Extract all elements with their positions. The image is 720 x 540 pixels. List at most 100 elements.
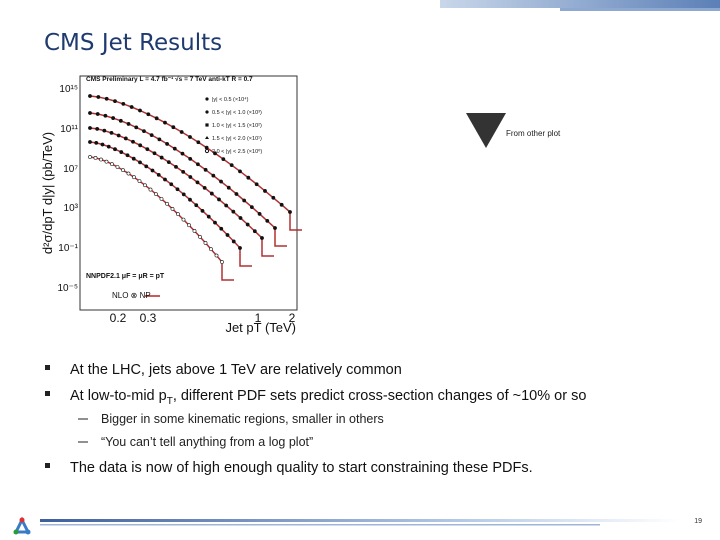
data-point — [159, 196, 164, 201]
data-point — [121, 168, 125, 173]
x-tick-label: 0.3 — [140, 311, 157, 325]
data-point — [106, 144, 111, 149]
data-point — [118, 118, 123, 123]
data-point — [271, 195, 276, 200]
data-point — [234, 192, 239, 196]
data-point — [88, 111, 92, 115]
data-point — [113, 99, 117, 104]
data-point — [88, 155, 92, 159]
data-point — [176, 212, 180, 217]
data-point — [144, 164, 149, 169]
data-point — [257, 212, 262, 216]
data-point — [166, 160, 171, 165]
data-point — [220, 260, 224, 264]
figure-title: CMS Preliminary L = 4.7 fb⁻¹ √s = 7 TeV … — [86, 75, 253, 83]
x-axis-label: Jet pT (TeV) — [225, 320, 296, 335]
data-point — [196, 162, 200, 167]
data-point — [104, 96, 109, 101]
footer-band — [40, 524, 600, 526]
legend-entry: 2.0 < |y| < 2.5 (×10⁰) — [212, 148, 262, 155]
data-point — [219, 179, 223, 184]
data-point — [165, 201, 169, 206]
data-point — [180, 151, 185, 156]
data-point — [204, 145, 209, 150]
data-point — [170, 206, 175, 211]
data-point — [154, 192, 158, 197]
data-point — [213, 151, 217, 156]
data-point — [150, 168, 155, 173]
sub-bullet: Bigger in some kinematic regions, smalle… — [101, 412, 384, 426]
data-point — [131, 156, 136, 161]
data-point — [181, 192, 186, 197]
y-tick-label: 10¹⁵ — [59, 84, 78, 95]
data-point — [163, 177, 167, 182]
data-point — [138, 160, 142, 165]
data-point — [123, 136, 128, 141]
data-point — [93, 155, 98, 160]
data-point — [196, 140, 201, 145]
data-point — [125, 153, 130, 158]
data-point — [156, 172, 161, 177]
top-band — [440, 0, 720, 8]
bullet-subscript: T — [167, 396, 173, 407]
data-point — [138, 143, 143, 148]
top-band — [560, 8, 720, 11]
data-point — [231, 239, 236, 244]
data-point — [94, 141, 99, 145]
data-point — [187, 223, 191, 228]
data-point — [116, 133, 121, 138]
sub-bullet: “You can’t tell anything from a log plot… — [101, 435, 313, 449]
data-point — [238, 246, 242, 250]
data-point — [203, 167, 208, 172]
data-point — [246, 175, 251, 180]
annotation: From other plot — [506, 129, 561, 138]
data-point — [192, 229, 197, 233]
data-point — [188, 135, 192, 139]
data-point — [148, 187, 153, 192]
data-point — [175, 187, 180, 192]
data-point — [263, 189, 267, 193]
data-point — [159, 155, 164, 160]
data-point — [181, 169, 186, 174]
legend-entry: 1.0 < |y| < 1.5 (×10²) — [212, 123, 262, 129]
data-point — [100, 142, 105, 147]
bullet: The data is now of high enough quality t… — [70, 460, 533, 476]
data-point — [194, 203, 199, 208]
data-point — [221, 157, 226, 162]
theory-legend: NLO ⊗ NP — [112, 291, 151, 300]
data-point — [188, 175, 193, 179]
data-point — [188, 197, 192, 202]
data-point — [188, 156, 193, 161]
data-point — [113, 147, 117, 152]
data-point — [252, 229, 257, 234]
arrow-triangle — [466, 113, 506, 148]
data-point — [126, 122, 131, 126]
data-point — [238, 216, 243, 220]
data-point — [198, 234, 202, 239]
data-point — [245, 222, 250, 227]
y-tick-label: 10³ — [64, 203, 79, 214]
theory-legend: NNPDF2.1 μF = μR = pT — [86, 273, 165, 280]
data-point — [88, 94, 92, 98]
data-point — [102, 128, 107, 133]
data-point — [121, 101, 126, 106]
data-point — [137, 179, 142, 184]
data-point — [238, 169, 242, 174]
data-point — [138, 108, 142, 113]
data-point — [211, 173, 216, 178]
data-point — [96, 95, 101, 99]
data-point — [217, 197, 221, 202]
data-point — [131, 139, 135, 144]
data-point — [229, 163, 234, 168]
y-axis-label: d²σ/dpT d|y| (pb/TeV) — [40, 132, 55, 254]
data-point — [171, 125, 176, 130]
data-point — [209, 247, 213, 252]
data-point — [288, 210, 292, 214]
data-point — [145, 147, 150, 152]
data-point — [99, 157, 103, 162]
y-tick-label: 10⁷ — [63, 164, 78, 175]
data-point — [231, 209, 236, 214]
data-point — [172, 146, 177, 151]
data-point — [179, 130, 184, 134]
